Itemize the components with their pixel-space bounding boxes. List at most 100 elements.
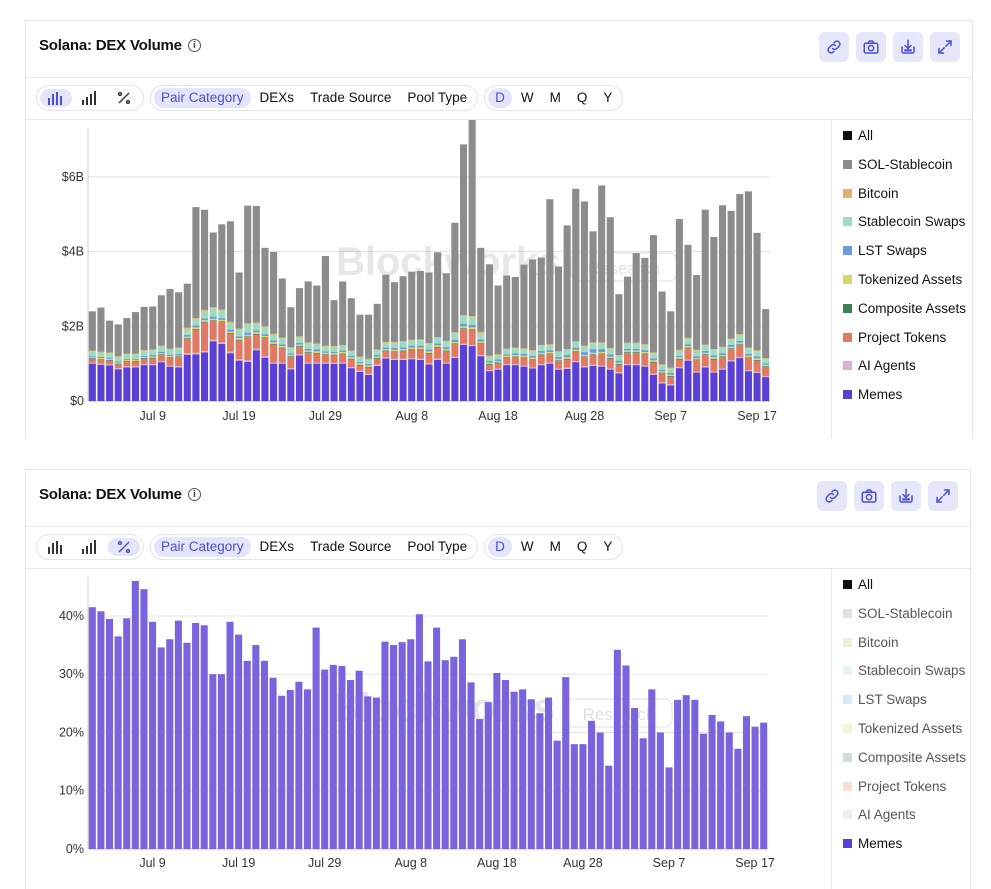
bar-project-tokens[interactable]: [503, 358, 511, 365]
bar-project-tokens[interactable]: [459, 328, 468, 344]
bar-composite-assets[interactable]: [658, 372, 666, 374]
bar-composite-assets[interactable]: [667, 375, 675, 377]
bar-memes-share[interactable]: [613, 649, 621, 849]
bar-tokenized-assets[interactable]: [624, 350, 632, 353]
bar-lst-swaps[interactable]: [321, 351, 329, 353]
bar-stablecoin-swaps[interactable]: [88, 351, 96, 356]
bar-bitcoin[interactable]: [175, 347, 183, 349]
bar-composite-assets[interactable]: [684, 347, 692, 349]
bar-ai-agents[interactable]: [701, 366, 709, 368]
bar-project-tokens[interactable]: [287, 356, 295, 369]
legend-item-all[interactable]: All: [843, 128, 873, 143]
legend-item-stablecoin-swaps[interactable]: Stablecoin Swaps: [843, 663, 965, 678]
bar-lst-swaps[interactable]: [244, 332, 252, 335]
bar-stablecoin-swaps[interactable]: [718, 347, 727, 354]
bar-lst-swaps[interactable]: [97, 356, 105, 359]
bar-lst-swaps[interactable]: [140, 355, 148, 357]
bar-memes[interactable]: [451, 358, 459, 401]
bar-ai-agents[interactable]: [192, 352, 200, 355]
bar-ai-agents[interactable]: [339, 362, 347, 364]
bar-project-tokens[interactable]: [235, 340, 243, 360]
bar-tokenized-assets[interactable]: [270, 342, 278, 344]
bar-lst-swaps[interactable]: [373, 355, 381, 357]
bar-project-tokens[interactable]: [114, 364, 122, 369]
bar-bitcoin[interactable]: [183, 327, 191, 329]
bar-bitcoin[interactable]: [192, 318, 200, 320]
bar-sol-stablecoin[interactable]: [166, 288, 174, 349]
bar-ai-agents[interactable]: [114, 368, 122, 370]
bar-memes[interactable]: [244, 361, 252, 401]
bar-bitcoin[interactable]: [606, 347, 614, 349]
bar-memes-share[interactable]: [605, 765, 613, 849]
legend-item-bitcoin[interactable]: Bitcoin: [843, 186, 899, 201]
bar-lst-swaps[interactable]: [295, 342, 304, 345]
bar-composite-assets[interactable]: [390, 351, 399, 353]
bar-tokenized-assets[interactable]: [416, 347, 424, 350]
bar-sol-stablecoin[interactable]: [641, 257, 649, 345]
bar-tokenized-assets[interactable]: [97, 358, 105, 360]
bar-tokenized-assets[interactable]: [675, 357, 683, 359]
bar-ai-agents[interactable]: [529, 367, 537, 369]
bar-lst-swaps[interactable]: [701, 350, 709, 353]
bar-memes-share[interactable]: [570, 744, 578, 849]
bar-stablecoin-swaps[interactable]: [554, 352, 563, 357]
bar-memes-share[interactable]: [536, 713, 544, 849]
bar-ai-agents[interactable]: [347, 367, 355, 369]
bar-memes[interactable]: [477, 356, 485, 401]
bar-bitcoin[interactable]: [425, 343, 433, 344]
bar-sol-stablecoin[interactable]: [416, 270, 424, 340]
bar-project-tokens[interactable]: [295, 346, 304, 355]
bar-bitcoin[interactable]: [554, 351, 563, 353]
bar-ai-agents[interactable]: [382, 357, 390, 359]
bar-memes-share[interactable]: [217, 674, 225, 849]
tab-pool-type[interactable]: Pool Type: [407, 90, 468, 105]
bar-stablecoin-swaps[interactable]: [382, 342, 390, 348]
bar-lst-swaps[interactable]: [106, 357, 114, 359]
bar-tokenized-assets[interactable]: [667, 374, 675, 376]
bar-composite-assets[interactable]: [624, 352, 632, 353]
bar-bitcoin[interactable]: [511, 347, 519, 349]
bar-ai-agents[interactable]: [546, 362, 554, 364]
bar-lst-swaps[interactable]: [149, 355, 157, 357]
bar-ai-agents[interactable]: [615, 372, 623, 374]
bar-project-tokens[interactable]: [209, 321, 217, 340]
bar-memes[interactable]: [675, 368, 683, 401]
bar-sol-stablecoin[interactable]: [425, 272, 433, 344]
bar-lst-swaps[interactable]: [684, 344, 692, 347]
bar-stablecoin-swaps[interactable]: [218, 310, 226, 319]
bar-bitcoin[interactable]: [347, 350, 355, 352]
bar-lst-swaps[interactable]: [304, 348, 312, 351]
bar-memes-share[interactable]: [123, 618, 131, 849]
bar-sol-stablecoin[interactable]: [106, 320, 114, 353]
bar-sol-stablecoin[interactable]: [710, 236, 718, 350]
bar-bitcoin[interactable]: [408, 339, 416, 341]
bar-memes-share[interactable]: [235, 634, 243, 849]
bar-memes-share[interactable]: [699, 733, 707, 849]
legend-item-sol-stablecoin[interactable]: SOL-Stablecoin: [843, 606, 953, 621]
bar-composite-assets[interactable]: [218, 321, 226, 323]
bar-tokenized-assets[interactable]: [304, 350, 312, 353]
bar-sol-stablecoin[interactable]: [572, 188, 580, 342]
bar-stablecoin-swaps[interactable]: [97, 352, 105, 357]
bar-ai-agents[interactable]: [762, 375, 770, 378]
bar-memes-share[interactable]: [88, 607, 96, 849]
bar-lst-swaps[interactable]: [589, 349, 597, 353]
bar-project-tokens[interactable]: [753, 360, 761, 372]
bar-bitcoin[interactable]: [278, 337, 286, 339]
bar-bitcoin[interactable]: [123, 353, 131, 355]
bar-composite-assets[interactable]: [235, 339, 243, 341]
bar-memes-share[interactable]: [252, 645, 260, 849]
bar-stablecoin-swaps[interactable]: [468, 317, 476, 325]
bar-tokenized-assets[interactable]: [546, 352, 554, 354]
bar-tokenized-assets[interactable]: [347, 357, 355, 359]
bar-stablecoin-swaps[interactable]: [373, 350, 381, 356]
bar-tokenized-assets[interactable]: [511, 355, 519, 357]
bar-project-tokens[interactable]: [468, 330, 476, 345]
bar-ai-agents[interactable]: [106, 364, 114, 366]
bar-sol-stablecoin[interactable]: [589, 231, 597, 343]
bar-lst-swaps[interactable]: [390, 347, 399, 350]
bar-memes-share[interactable]: [312, 627, 320, 849]
bar-tokenized-assets[interactable]: [201, 320, 209, 322]
bar-memes[interactable]: [503, 365, 511, 401]
bar-ai-agents[interactable]: [468, 344, 476, 347]
